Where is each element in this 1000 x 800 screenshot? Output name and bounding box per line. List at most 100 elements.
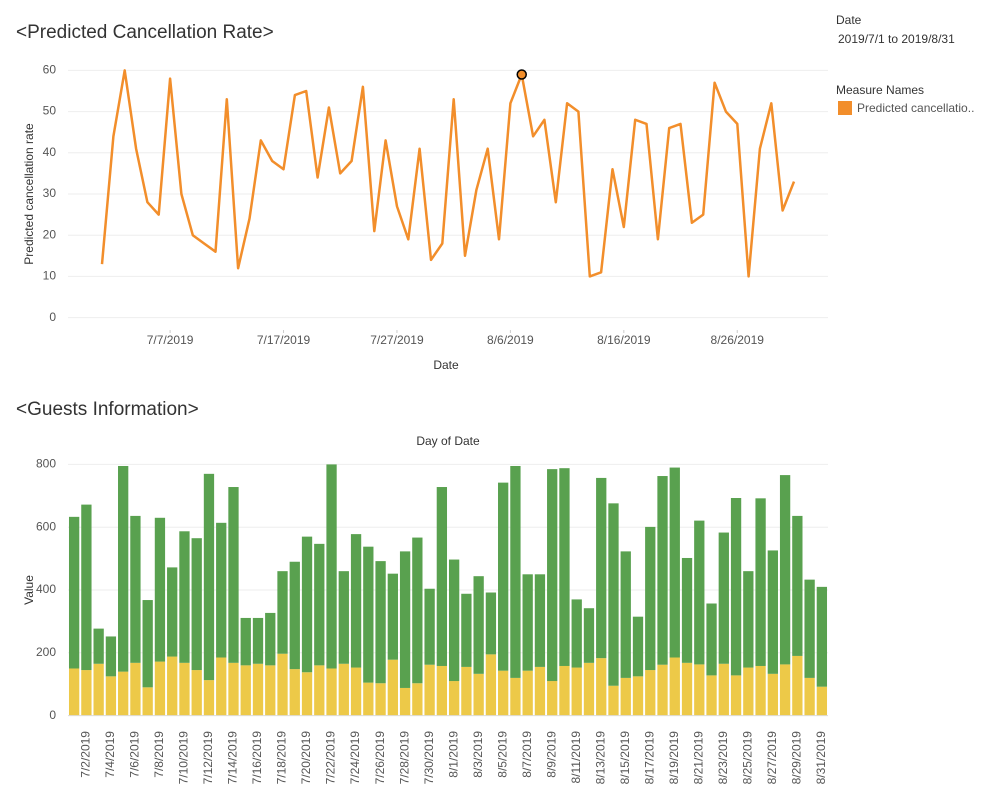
x-tick-label: 7/7/2019 xyxy=(147,333,194,347)
x-tick-label: 8/1/2019 xyxy=(446,731,460,778)
x-tick-label: 8/9/2019 xyxy=(544,731,558,778)
bar-segment xyxy=(461,593,472,667)
x-axis-label: Date xyxy=(433,358,459,372)
y-axis-label: Predicted cancellation rate xyxy=(22,123,36,265)
x-tick-label: 8/31/2019 xyxy=(814,731,828,785)
bar-segment xyxy=(289,669,300,716)
bar-segment xyxy=(399,551,411,688)
x-tick-label: 7/17/2019 xyxy=(257,333,311,347)
bar-segment xyxy=(448,681,460,716)
bar-segment xyxy=(277,571,288,654)
bar-segment xyxy=(326,668,337,716)
bar-segment xyxy=(375,683,386,716)
y-axis-label: Value xyxy=(22,575,36,605)
bar-segment xyxy=(767,550,778,674)
bar-segment xyxy=(338,663,349,716)
x-tick-label: 8/7/2019 xyxy=(520,731,534,778)
bar-segment xyxy=(730,675,742,716)
filter-title: Date xyxy=(836,13,862,27)
bar-segment xyxy=(363,546,374,683)
x-tick-label: 7/18/2019 xyxy=(275,731,289,785)
bar-segment xyxy=(547,469,558,682)
x-tick-label: 7/24/2019 xyxy=(348,731,362,785)
bar-segment xyxy=(167,656,178,716)
bar-segment xyxy=(743,571,754,668)
legend-title: Measure Names xyxy=(836,83,924,97)
bar-segment xyxy=(755,498,766,666)
bar-segment xyxy=(301,536,313,673)
bar-segment xyxy=(130,515,141,663)
bar-segment xyxy=(240,617,251,666)
bar-segment xyxy=(608,503,619,686)
bar-segment xyxy=(669,657,680,716)
x-tick-label: 7/8/2019 xyxy=(152,731,166,778)
x-tick-label: 7/22/2019 xyxy=(324,731,338,785)
line xyxy=(100,69,796,278)
section-title: <Predicted Cancellation Rate> xyxy=(16,22,274,43)
bar-segment xyxy=(167,567,178,657)
bar-segment xyxy=(681,662,693,716)
y-tick-label: 10 xyxy=(43,269,57,283)
x-tick-label: 8/26/2019 xyxy=(711,333,765,347)
bar-segment xyxy=(289,561,300,670)
bar-segment xyxy=(277,653,288,716)
bar-segment xyxy=(718,663,729,716)
bar-segment xyxy=(93,663,104,716)
bar-segment xyxy=(301,672,313,716)
bar-segment xyxy=(81,670,92,716)
filter-value[interactable]: 2019/7/1 to 2019/8/31 xyxy=(838,32,955,46)
bar-segment xyxy=(730,498,742,676)
x-tick-label: 7/10/2019 xyxy=(177,731,191,785)
bar-segment xyxy=(461,666,472,716)
bar-segment xyxy=(399,687,411,716)
bar-segment xyxy=(645,670,656,716)
x-tick-label: 7/16/2019 xyxy=(250,731,264,785)
bar-segment xyxy=(142,687,153,716)
bar-segment xyxy=(547,681,558,716)
bar-segment xyxy=(485,654,497,716)
x-tick-label: 7/26/2019 xyxy=(373,731,387,785)
y-tick-label: 20 xyxy=(43,227,57,241)
bar-segment xyxy=(118,465,129,672)
x-tick-label: 8/23/2019 xyxy=(716,731,730,785)
bar-segment xyxy=(326,464,337,669)
bar-segment xyxy=(191,670,202,716)
bar-segment xyxy=(804,579,815,678)
bar-segment xyxy=(755,665,766,716)
y-tick-label: 50 xyxy=(43,104,57,118)
bar-segment xyxy=(681,557,693,663)
bar-segment xyxy=(338,571,349,664)
x-tick-label: 8/5/2019 xyxy=(495,731,509,778)
bar-segment xyxy=(314,543,325,666)
bar-segment xyxy=(216,657,227,716)
bar-segment xyxy=(583,608,595,663)
bar-segment xyxy=(559,665,570,716)
bar-segment xyxy=(534,666,546,716)
bar-segment xyxy=(118,671,129,716)
bar-segment xyxy=(743,667,754,716)
bar-segment xyxy=(485,592,497,655)
bar-segment xyxy=(142,600,153,688)
y-tick-label: 60 xyxy=(43,63,57,77)
bar-segment xyxy=(252,617,264,664)
bar-segment xyxy=(424,664,435,716)
x-tick-label: 7/27/2019 xyxy=(370,333,424,347)
bar-segment xyxy=(314,665,325,716)
bar-segment xyxy=(792,515,803,656)
y-tick-label: 200 xyxy=(36,645,56,659)
bar-segment xyxy=(608,685,619,716)
bar-segment xyxy=(792,655,803,716)
bar-segment xyxy=(632,676,644,716)
bar-segment xyxy=(203,680,215,716)
bar-segment xyxy=(412,683,423,716)
bar-segment xyxy=(424,588,435,665)
bar-segment xyxy=(191,538,202,671)
legend-label[interactable]: Predicted cancellatio.. xyxy=(857,101,974,115)
bar-segment xyxy=(534,574,546,667)
x-tick-label: 7/30/2019 xyxy=(422,731,436,785)
selected-point xyxy=(516,69,527,80)
bar-segment xyxy=(779,475,791,665)
bar-segment xyxy=(669,467,680,658)
bar-segment xyxy=(510,465,521,678)
